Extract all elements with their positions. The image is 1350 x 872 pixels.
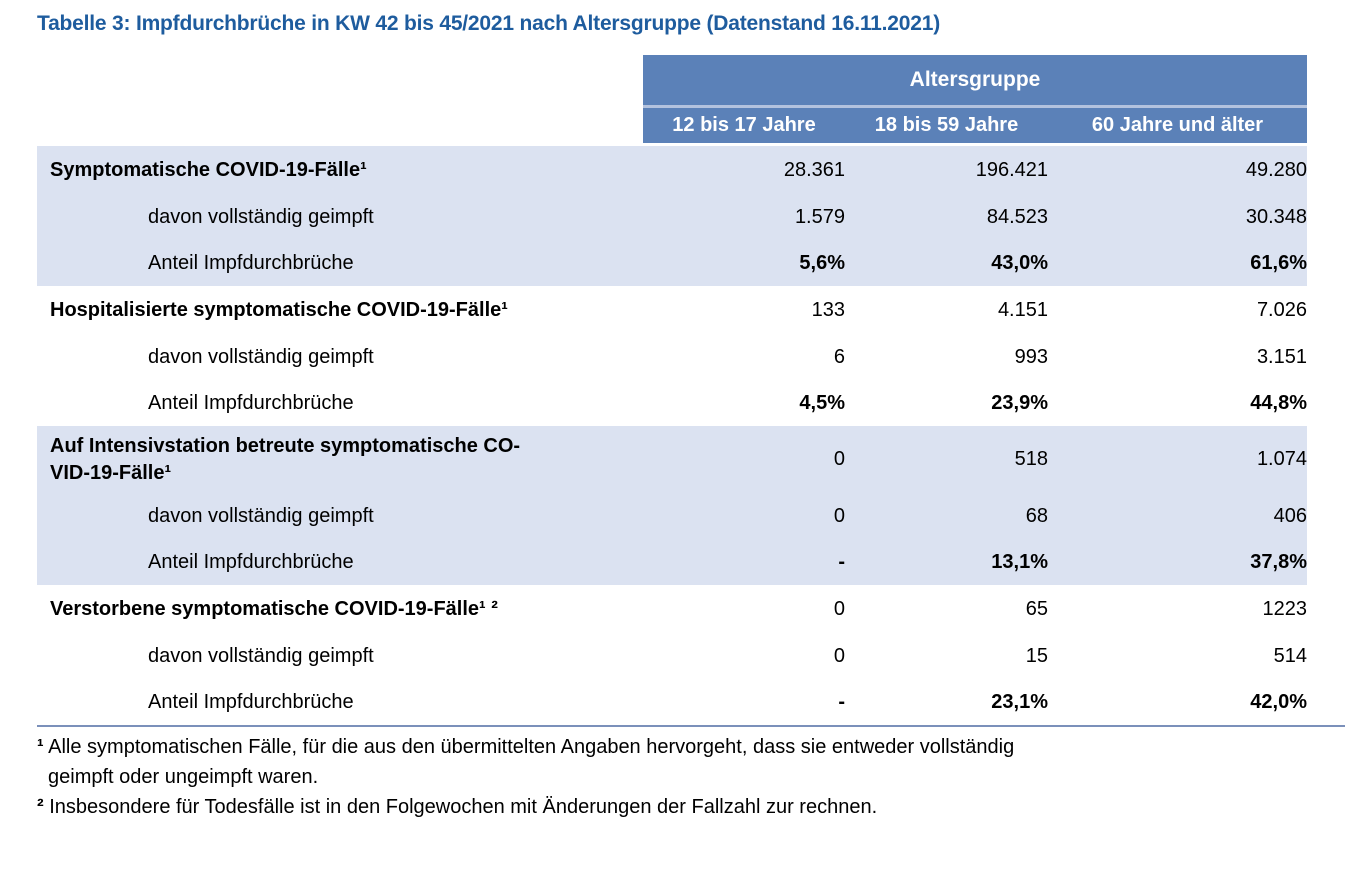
row-label: Anteil Impfdurchbrüche [37,240,643,286]
cell-value: 518 [845,426,1048,493]
row-icu-vaccinated: davon vollständig geimpft 0 68 406 [37,493,1307,539]
footnote-marker-1: ¹ [37,736,44,758]
footnote-1-line-2: geimpft oder ungeimpft waren. [37,762,1350,792]
cell-value: 5,6% [643,240,845,286]
cell-value: 23,1% [991,690,1048,713]
breakthrough-infections-table: Symptomatische COVID-19-Fälle¹ 28.361 19… [37,146,1307,725]
cell-value: 993 [1014,345,1048,368]
footnote-text: geimpft oder ungeimpft waren. [48,766,319,788]
table-caption: Tabelle 3: Impfdurchbrüche in KW 42 bis … [37,12,940,35]
row-label-text: Symptomatische COVID-19-Fälle¹ [50,158,367,181]
footnote-1-line-1: ¹ Alle symptomatischen Fälle, für die au… [37,732,1350,762]
cell-value: 0 [833,644,845,667]
age-group-header-band: Altersgruppe 12 bis 17 Jahre 18 bis 59 J… [643,55,1307,143]
cell-value: 0 [833,597,845,620]
cell-value: 61,6% [1048,240,1307,286]
cell-value: 30.348 [1048,194,1307,240]
group-header-altersgruppe: Altersgruppe [643,55,1307,105]
row-label: Anteil Impfdurchbrüche [37,539,643,585]
cell-value: - [643,539,845,585]
cell-value: 68 [845,493,1048,539]
footnote-divider-line [37,725,1345,727]
row-deceased-share: Anteil Impfdurchbrüche - 23,1% 42,0% [37,679,1307,725]
cell-value: 13,1% [845,539,1048,585]
row-symptomatic-cases: Symptomatische COVID-19-Fälle¹ 28.361 19… [37,146,1307,194]
cell-value: 6 [833,345,845,368]
row-label: Anteil Impfdurchbrüche [148,391,354,414]
row-hospitalized-cases: Hospitalisierte symptomatische COVID-19-… [37,286,1307,334]
row-label: davon vollständig geimpft [148,345,374,368]
footnotes: ¹ Alle symptomatischen Fälle, für die au… [37,732,1350,822]
row-label: davon vollständig geimpft [37,194,643,240]
row-label: Anteil Impfdurchbrüche [148,690,354,713]
cell-value: 44,8% [1250,391,1307,414]
cell-value: 1.579 [643,194,845,240]
footnote-text: Alle symptomatischen Fälle, für die aus … [48,736,1015,758]
row-deceased-vaccinated: davon vollständig geimpft 0 15 514 [37,633,1307,679]
cell-value: 84.523 [845,194,1048,240]
row-label: Verstorbene symptomatische COVID-19-Fäll… [37,585,643,633]
cell-value: 196.421 [845,146,1048,194]
column-header-60-plus: 60 Jahre und älter [1091,114,1264,136]
row-hospitalized-vaccinated: davon vollständig geimpft 6 993 3.151 [37,334,1307,380]
row-label: davon vollständig geimpft [148,644,374,667]
row-label-text: Hospitalisierte symptomatische COVID-19-… [50,298,508,321]
cell-value: 1.074 [1048,426,1307,493]
cell-value: - [838,690,845,713]
cell-value: 37,8% [1048,539,1307,585]
cell-value: 0 [643,493,845,539]
row-label-text-line1: Auf Intensivstation betreute symptomatis… [50,434,521,457]
cell-value: 49.280 [1048,146,1307,194]
cell-value: 4.151 [997,298,1048,321]
column-header-row: 12 bis 17 Jahre 18 bis 59 Jahre 60 Jahre… [643,108,1307,143]
cell-value: 514 [1273,644,1307,667]
cell-value: 23,9% [991,391,1048,414]
row-label: Auf Intensivstation betreute symptomatis… [37,426,643,493]
row-symptomatic-share: Anteil Impfdurchbrüche 5,6% 43,0% 61,6% [37,240,1307,286]
cell-value: 7.026 [1256,298,1307,321]
footnote-2-line-1: ² Insbesondere für Todesfälle ist in den… [37,792,1350,822]
cell-value: 406 [1048,493,1307,539]
row-hospitalized-share: Anteil Impfdurchbrüche 4,5% 23,9% 44,8% [37,380,1307,426]
cell-value: 28.361 [643,146,845,194]
row-label-text-line2: VID-19-Fälle¹ [50,461,172,484]
cell-value: 1223 [1262,597,1308,620]
column-header-12-17: 12 bis 17 Jahre [672,114,816,136]
row-deceased-cases: Verstorbene symptomatische COVID-19-Fäll… [37,585,1307,633]
footnote-text: Insbesondere für Todesfälle ist in den F… [49,796,878,818]
header-separator-line [643,105,1307,108]
cell-value: 3.151 [1256,345,1307,368]
cell-value: 15 [1025,644,1048,667]
cell-value: 42,0% [1250,690,1307,713]
row-icu-share: Anteil Impfdurchbrüche - 13,1% 37,8% [37,539,1307,585]
row-label: Hospitalisierte symptomatische COVID-19-… [37,286,643,334]
footnote-marker-2: ² [37,796,44,818]
row-symptomatic-vaccinated: davon vollständig geimpft 1.579 84.523 3… [37,194,1307,240]
cell-value: 43,0% [845,240,1048,286]
cell-value: 0 [643,426,845,493]
row-icu-cases: Auf Intensivstation betreute symptomatis… [37,426,1307,493]
column-header-18-59: 18 bis 59 Jahre [874,114,1019,136]
row-label: davon vollständig geimpft [37,493,643,539]
cell-value: 65 [1025,597,1048,620]
row-label-text: Verstorbene symptomatische COVID-19-Fäll… [50,597,498,620]
cell-value: 133 [811,298,845,321]
row-label: Symptomatische COVID-19-Fälle¹ [37,146,643,194]
cell-value: 4,5% [799,391,845,414]
